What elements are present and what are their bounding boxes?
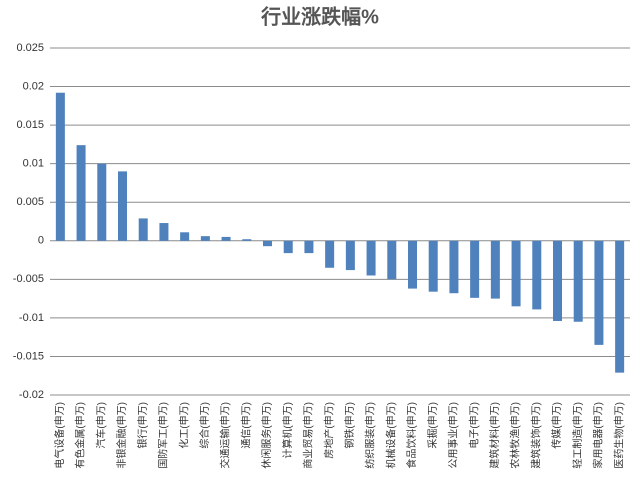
x-tick-label: 纺织服装(申万)	[364, 402, 377, 469]
bar	[532, 240, 542, 310]
bar	[180, 232, 190, 241]
bar	[76, 145, 86, 241]
x-tick-label: 建筑材料(申万)	[488, 402, 501, 469]
bar	[55, 92, 65, 241]
bar	[449, 240, 459, 294]
bar	[304, 240, 314, 254]
x-tick-label: 国防军工(申万)	[157, 402, 170, 469]
bar	[490, 240, 500, 299]
bar	[428, 240, 438, 292]
bar	[470, 240, 480, 298]
bar	[242, 239, 252, 241]
x-tick-label: 汽车(申万)	[94, 402, 107, 449]
y-tick-label: 0	[38, 235, 44, 247]
x-tick-label: 医药生物(申万)	[612, 402, 625, 469]
x-tick-label: 银行(申万)	[136, 402, 149, 449]
x-tick-label: 电子(申万)	[467, 402, 480, 449]
x-tick-label: 非银金融(申万)	[115, 402, 128, 469]
bar	[118, 171, 127, 241]
x-tick-label: 食品饮料(申万)	[405, 402, 418, 469]
bar	[221, 236, 231, 241]
y-tick-label: -0.02	[19, 389, 44, 401]
bar	[553, 240, 562, 321]
y-tick-label: 0.01	[23, 158, 44, 170]
bar	[263, 240, 272, 247]
x-tick-label: 综合(申万)	[198, 402, 211, 449]
bar	[366, 240, 376, 276]
x-tick-label: 家用电器(申万)	[592, 402, 605, 469]
x-tick-label: 公用事业(申万)	[447, 402, 460, 469]
bar	[97, 163, 107, 241]
x-tick-label: 采掘(申万)	[426, 402, 439, 449]
y-tick-label: 0.015	[16, 119, 44, 131]
x-tick-label: 农林牧渔(申万)	[509, 402, 522, 469]
y-tick-label: 0.02	[23, 80, 44, 92]
x-tick-label: 建筑装饰(申万)	[529, 402, 542, 469]
x-tick-label: 钢铁(申万)	[343, 402, 356, 449]
bar	[408, 240, 417, 289]
y-tick-label: 0.025	[16, 42, 44, 54]
x-tick-label: 电气设备(申万)	[53, 402, 66, 469]
bar	[283, 240, 293, 254]
bar	[138, 218, 148, 241]
y-tick-label: -0.005	[13, 273, 44, 285]
x-tick-label: 休闲服务(申万)	[260, 402, 273, 469]
x-tick-label: 有色金属(申万)	[74, 402, 87, 469]
bar	[387, 240, 397, 280]
x-tick-label: 房地产(申万)	[322, 402, 335, 459]
bar	[511, 240, 521, 307]
bar	[200, 236, 210, 241]
bar	[594, 240, 604, 345]
y-tick-label: -0.01	[19, 312, 44, 324]
bar	[345, 240, 355, 271]
chart-title: 行业涨跌幅%	[260, 4, 379, 28]
x-tick-label: 轻工制造(申万)	[571, 402, 584, 469]
x-tick-label: 计算机(申万)	[281, 402, 294, 459]
x-tick-label: 机械设备(申万)	[384, 402, 397, 469]
x-tick-label: 通信(申万)	[239, 402, 252, 449]
y-tick-label: 0.005	[16, 196, 44, 208]
bar	[325, 240, 335, 268]
x-tick-label: 商业贸易(申万)	[302, 402, 315, 469]
bar	[573, 240, 583, 322]
x-tick-label: 化工(申万)	[177, 402, 190, 449]
bar	[615, 240, 625, 373]
x-tick-label: 传媒(申万)	[550, 402, 563, 449]
y-tick-label: -0.015	[13, 350, 44, 362]
x-tick-label: 交通运输(申万)	[219, 402, 232, 469]
bar	[159, 223, 169, 241]
